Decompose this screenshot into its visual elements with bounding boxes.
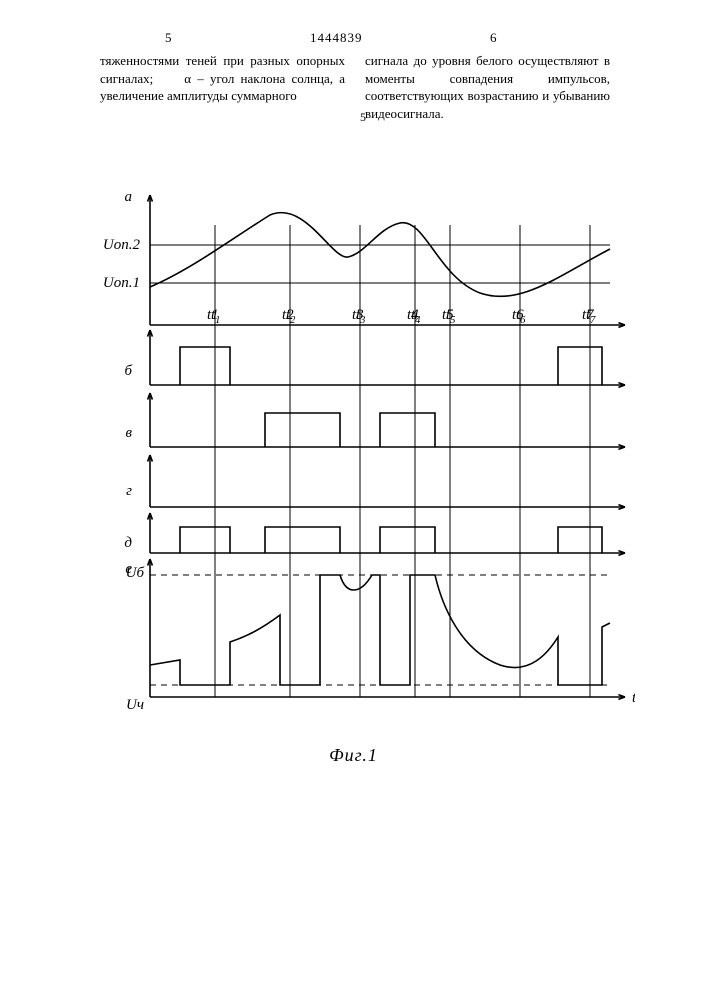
- svg-text:в: в: [125, 425, 132, 441]
- svg-text:t: t: [632, 690, 635, 706]
- svg-text:б: б: [124, 363, 132, 379]
- document-number: 1444839: [310, 30, 363, 46]
- body-text-right-column: сигнала до уровня белого осуществляют в …: [365, 52, 610, 122]
- timing-diagram-svg: аUоп.2Uоп.1t1t2t3t4t5t6t7бвгдеUбUчtt1t2t…: [80, 175, 635, 735]
- figure-caption: Фиг.1: [0, 745, 707, 766]
- svg-text:Uб: Uб: [126, 565, 145, 581]
- figure-1: аUоп.2Uоп.1t1t2t3t4t5t6t7бвгдеUбUчtt1t2t…: [80, 175, 635, 735]
- svg-text:Uч: Uч: [126, 697, 144, 713]
- svg-text:г: г: [126, 483, 132, 499]
- svg-text:Uоп.2: Uоп.2: [103, 237, 141, 253]
- svg-text:а: а: [125, 189, 133, 205]
- page-number-right: 6: [490, 30, 497, 46]
- svg-text:д: д: [124, 535, 132, 551]
- page-number-left: 5: [165, 30, 172, 46]
- svg-text:Uоп.1: Uоп.1: [103, 275, 140, 291]
- margin-line-number: 5: [360, 110, 366, 125]
- body-text-left-column: тяженностями теней при разных опорных си…: [100, 52, 345, 105]
